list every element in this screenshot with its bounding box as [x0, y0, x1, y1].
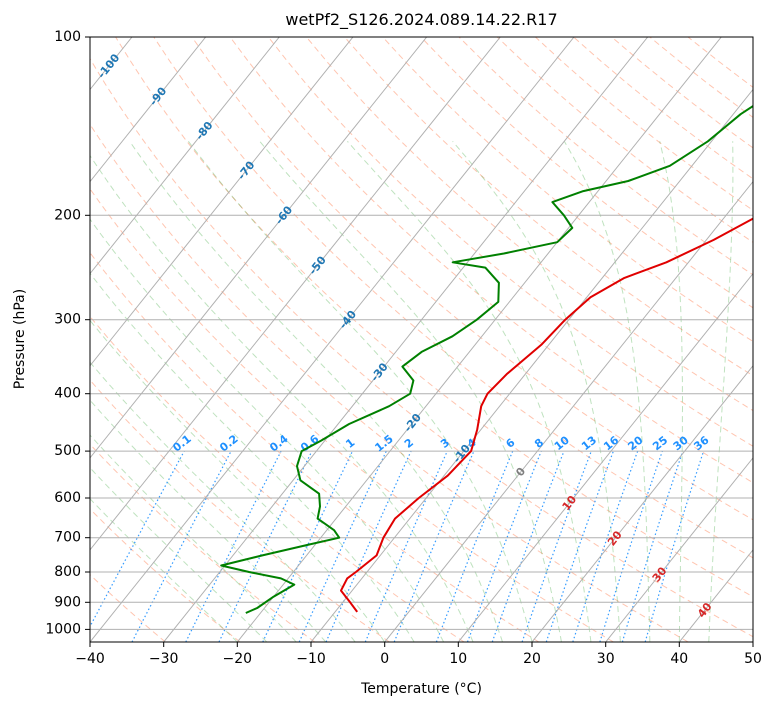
profile-series	[220, 104, 753, 614]
x-tick-label: 0	[380, 651, 389, 667]
mixing-ratio-line	[621, 450, 684, 642]
x-tick-label: 20	[523, 651, 541, 667]
chart-title: wetPf2_S126.2024.089.14.22.R17	[285, 10, 557, 30]
x-tick-label: 30	[597, 651, 615, 667]
x-tick-label: 50	[744, 651, 762, 667]
y-tick-label: 500	[54, 443, 81, 459]
dry-adiabat-line	[90, 573, 166, 642]
y-tick-label: 900	[54, 594, 81, 610]
temperature-profile-line	[340, 217, 753, 613]
dry-adiabat-line	[229, 37, 753, 484]
isotherm-line	[310, 88, 753, 642]
isotherm-line	[90, 37, 501, 551]
dry-adiabat-line	[90, 379, 390, 642]
y-tick-label: 100	[54, 29, 81, 45]
mixing-ratio-line	[435, 450, 514, 642]
dry-adiabat-line	[306, 37, 753, 412]
mixing-ratio-line	[364, 450, 448, 642]
mixing-ratio-line	[90, 450, 185, 628]
dry-adiabat-line	[191, 37, 753, 521]
mixing-ratio-line	[466, 450, 542, 642]
isotherm-line	[90, 37, 280, 275]
mixing-ratio-line	[572, 450, 639, 642]
y-tick-label: 300	[54, 312, 81, 328]
dry-adiabat-line	[90, 188, 614, 642]
isotherm-line	[531, 364, 753, 642]
mixing-ratio-line	[491, 450, 565, 642]
dry-adiabat-line	[267, 37, 753, 447]
mixing-ratio-line	[521, 450, 592, 642]
dry-adiabat-line	[344, 37, 753, 377]
plot-frame	[89, 36, 754, 643]
y-tick-label: 600	[54, 490, 81, 506]
y-tick-label: 1000	[45, 621, 81, 637]
isotherm-line	[605, 457, 753, 642]
isotherm-line	[90, 37, 207, 183]
isotherm-line	[90, 37, 428, 459]
mixing-ratio-line	[325, 450, 412, 642]
isotherm-line	[236, 37, 722, 642]
isotherm-line	[163, 37, 649, 642]
isotherm-line	[384, 180, 753, 642]
x-tick-label: −20	[223, 651, 253, 667]
isotherm-line	[90, 37, 575, 642]
isotherm-line	[457, 272, 753, 642]
dewpoint-profile-line	[220, 104, 753, 614]
y-axis-label: Pressure (hPa)	[12, 289, 28, 389]
plot-area: -100-90-80-70-60-50-40-30-20-10010203040…	[90, 37, 753, 642]
mixing-ratio-line	[599, 450, 663, 642]
dry-adiabats	[90, 37, 753, 642]
y-tick-label: 200	[54, 207, 81, 223]
dry-adiabat-line	[90, 443, 315, 642]
y-tick-label: 400	[54, 386, 81, 402]
x-tick-label: −40	[75, 651, 105, 667]
pressure-gridlines	[90, 37, 753, 630]
x-tick-label: 10	[449, 651, 467, 667]
y-axis: 100 200 300 400 500 600 700 800 900 1000	[45, 29, 90, 637]
x-tick-label: 40	[670, 651, 688, 667]
isotherm-line	[90, 37, 354, 367]
mixing-ratio-line	[185, 450, 282, 642]
dry-adiabat-line	[90, 252, 540, 642]
y-tick-label: 800	[54, 564, 81, 580]
x-axis: −40 −30 −20 −10 0 10 20 30 40 50	[75, 642, 762, 667]
isotherms	[90, 37, 753, 642]
x-tick-label: −10	[296, 651, 326, 667]
mixing-ratio-line	[545, 450, 614, 642]
x-axis-label: Temperature (°C)	[360, 681, 482, 697]
x-tick-label: −30	[149, 651, 179, 667]
dry-adiabat-line	[90, 123, 689, 642]
dry-adiabat-line	[90, 315, 465, 642]
y-tick-label: 700	[54, 530, 81, 546]
